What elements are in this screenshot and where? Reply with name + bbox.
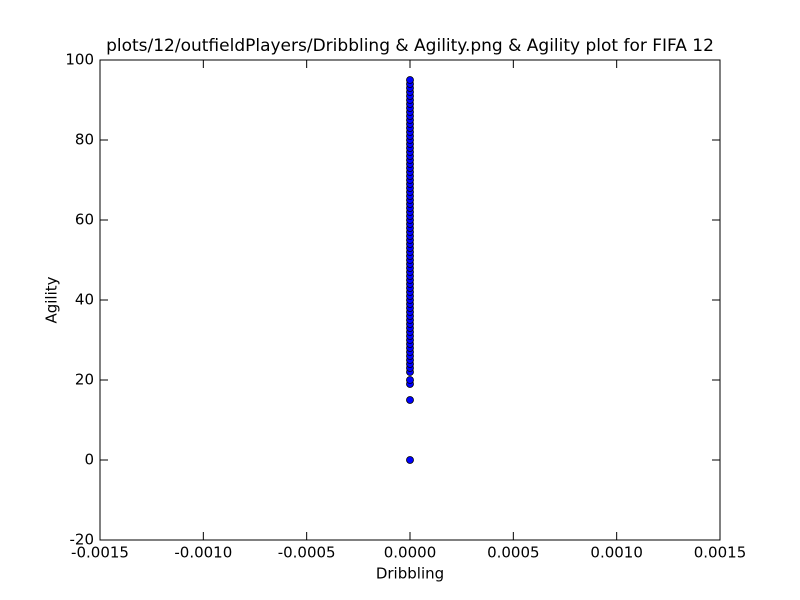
y-tick-label: 100	[65, 51, 94, 69]
x-tick-label: 0.0015	[694, 544, 747, 562]
chart-title: plots/12/outfieldPlayers/Dribbling & Agi…	[106, 36, 714, 56]
y-tick-label: 20	[75, 371, 94, 389]
y-tick-label: 0	[84, 451, 94, 469]
point	[406, 376, 414, 384]
point	[406, 76, 414, 84]
point	[406, 456, 414, 464]
x-tick-label: 0.0005	[487, 544, 540, 562]
point	[406, 396, 414, 404]
y-tick-label: 80	[75, 131, 94, 149]
x-tick-label: 0.0000	[384, 544, 437, 562]
x-tick-label: -0.0005	[278, 544, 336, 562]
y-tick-label: 40	[75, 291, 94, 309]
x-tick-label: -0.0010	[174, 544, 232, 562]
y-axis-label: Agility	[43, 276, 61, 323]
plot-frame	[99, 59, 721, 541]
x-axis-label: Dribbling	[376, 565, 444, 583]
y-tick-label: 60	[75, 211, 94, 229]
x-tick-label: 0.0010	[590, 544, 643, 562]
y-tick-label: -20	[70, 531, 95, 549]
x-tick-label: -0.0015	[71, 544, 129, 562]
